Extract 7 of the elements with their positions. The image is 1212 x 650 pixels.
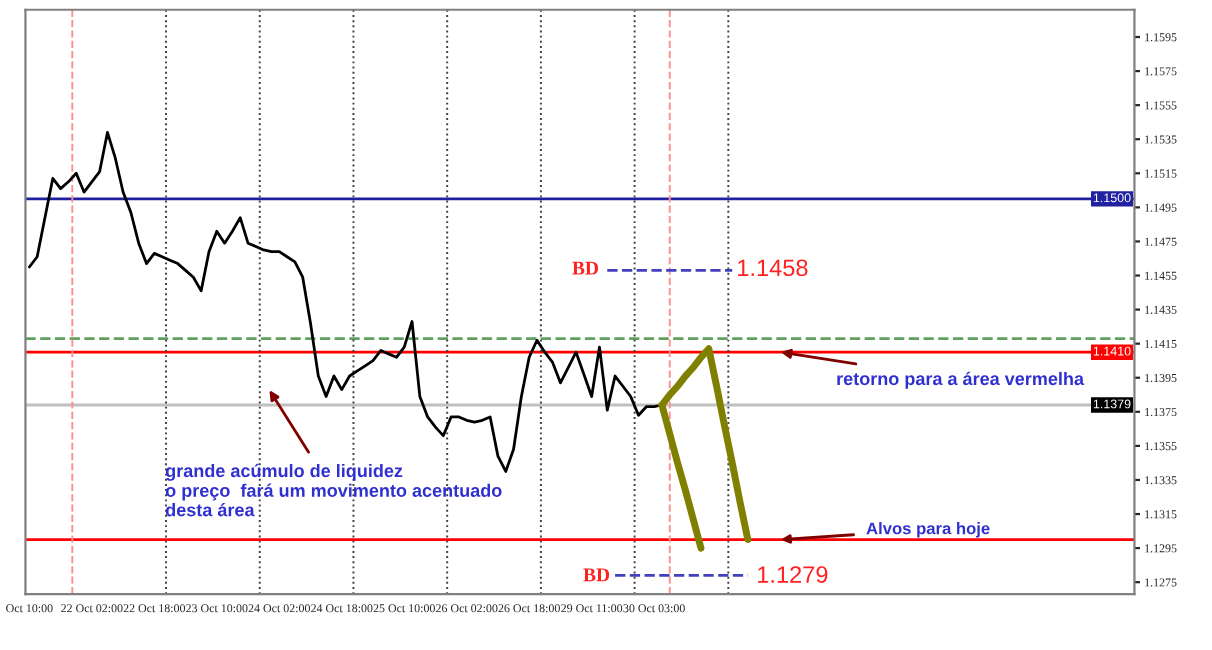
annotation: BD <box>583 568 610 582</box>
annotation: Alvos para hoje <box>866 522 990 538</box>
annotation: retorno para a área vermelha <box>837 371 1085 389</box>
annotation: BD <box>572 261 599 275</box>
annotation: grande acúmulo de liquidez o preço fará um movimento acentuado desta área <box>165 463 502 517</box>
annotation: 1.1279 <box>758 566 828 583</box>
annotation: 1.1458 <box>738 259 808 277</box>
